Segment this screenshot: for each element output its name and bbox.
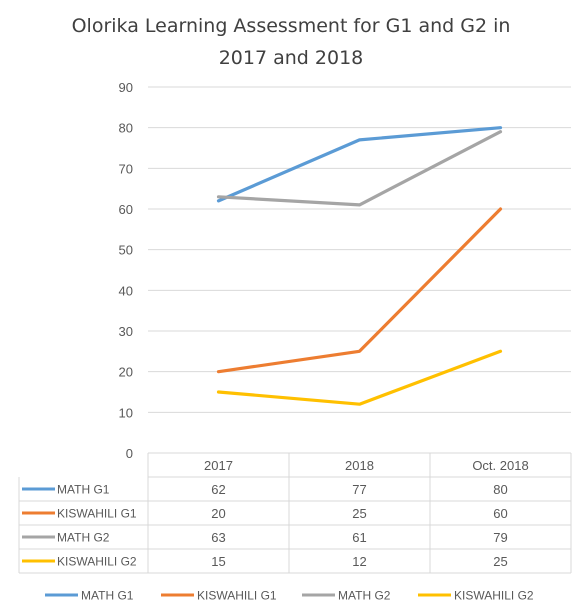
x-category-label: 2017 <box>204 458 233 473</box>
series-line <box>216 207 503 374</box>
table-cell-value: 12 <box>352 554 366 569</box>
y-tick-label: 60 <box>119 202 133 217</box>
x-category-label: 2018 <box>345 458 374 473</box>
table-cell-value: 79 <box>493 530 507 545</box>
table-cell-value: 61 <box>352 530 366 545</box>
chart-title-line-2: 2017 and 2018 <box>218 47 364 69</box>
series-line <box>216 130 503 207</box>
y-tick-label: 70 <box>119 161 133 176</box>
legend-label: KISWAHILI G2 <box>454 589 534 603</box>
y-tick-label: 20 <box>119 365 133 380</box>
chart-title: Olorika Learning Assessment for G1 and G… <box>0 10 582 74</box>
y-tick-label: 40 <box>119 283 133 298</box>
table-cell-value: 20 <box>211 506 225 521</box>
y-tick-label: 0 <box>126 446 133 461</box>
table-series-name: MATH G1 <box>57 483 110 497</box>
y-axis-ticks: 0 10 20 30 40 50 60 70 80 90 <box>119 80 133 461</box>
series-line <box>216 126 503 203</box>
legend: MATH G1 KISWAHILI G1 MATH G2 KISWAHILI G2 <box>45 589 534 603</box>
gridlines <box>148 86 571 413</box>
table-cell-value: 15 <box>211 554 225 569</box>
x-category-label: Oct. 2018 <box>472 458 528 473</box>
y-tick-label: 90 <box>119 80 133 95</box>
table-cell-value: 62 <box>211 482 225 497</box>
chart-title-line-1: Olorika Learning Assessment for G1 and G… <box>71 15 511 37</box>
y-tick-label: 80 <box>119 121 133 136</box>
series-lines <box>216 126 503 406</box>
table-cell-value: 80 <box>493 482 507 497</box>
table-series-name: KISWAHILI G2 <box>57 555 137 569</box>
series-line <box>216 349 503 406</box>
y-tick-label: 30 <box>119 324 133 339</box>
table-cell-value: 25 <box>493 554 507 569</box>
table-cell-value: 77 <box>352 482 366 497</box>
table-cell-value: 63 <box>211 530 225 545</box>
data-table: 2017 2018 Oct. 2018 MATH G1 62 77 80 KISWAHILI … <box>18 452 572 574</box>
legend-label: MATH G1 <box>81 589 134 603</box>
table-series-name: KISWAHILI G1 <box>57 507 137 521</box>
y-tick-label: 50 <box>119 243 133 258</box>
table-series-name: MATH G2 <box>57 531 110 545</box>
y-tick-label: 10 <box>119 405 133 420</box>
legend-label: MATH G2 <box>338 589 391 603</box>
table-cell-value: 25 <box>352 506 366 521</box>
legend-label: KISWAHILI G1 <box>197 589 277 603</box>
table-cell-value: 60 <box>493 506 507 521</box>
